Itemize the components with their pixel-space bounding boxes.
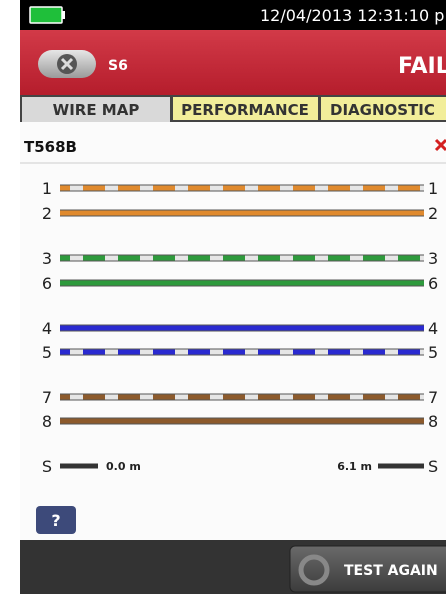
shield-length: 0.0 m [106,460,141,473]
datetime: 12/04/2013 12:31:10 p [260,6,444,25]
test-name: S6 [108,58,128,74]
pin-label: 7 [42,388,52,407]
wire-map: 1 1 2 2 3 3 6 6 4 4 5 5 7 7 8 8 S 0.0 m 6.1 m S [42,179,438,476]
tab[interactable] [321,97,446,120]
pin-label: 3 [428,249,438,268]
result: FAIL [398,54,446,79]
pin-label: 4 [42,319,52,338]
pin-label: 5 [428,343,438,362]
pin-label: 1 [428,179,438,198]
pin-label: 4 [428,319,438,338]
tab[interactable] [173,97,318,120]
pin-label: 6 [428,274,438,293]
tab-active[interactable] [22,97,170,122]
pin-label: 7 [428,388,438,407]
pin-label: 5 [42,343,52,362]
help-label: ? [51,511,60,530]
fail-icon [434,138,446,152]
close-x [60,57,74,71]
tab-label: DIAGNOSTIC [330,101,435,119]
refresh-icon [298,554,330,586]
tab-label: PERFORMANCE [181,101,309,119]
shield-length: 6.1 m [337,460,372,473]
test-again-button[interactable] [289,545,446,593]
shield-label: S [428,457,438,476]
tab-label: WIRE MAP [53,101,140,119]
battery-icon [29,6,63,24]
shield-label: S [42,457,52,476]
pin-label: 2 [428,204,438,223]
pin-label: 1 [42,179,52,198]
pin-label: 2 [42,204,52,223]
help-button[interactable] [36,506,76,534]
test-again-label: TEST AGAIN [344,563,438,579]
battery-tip [62,11,65,19]
standard: T568B [24,138,77,156]
status-bar [20,0,446,30]
pin-label: 8 [428,412,438,431]
pin-label: 8 [42,412,52,431]
pin-label: 3 [42,249,52,268]
pin-label: 6 [42,274,52,293]
